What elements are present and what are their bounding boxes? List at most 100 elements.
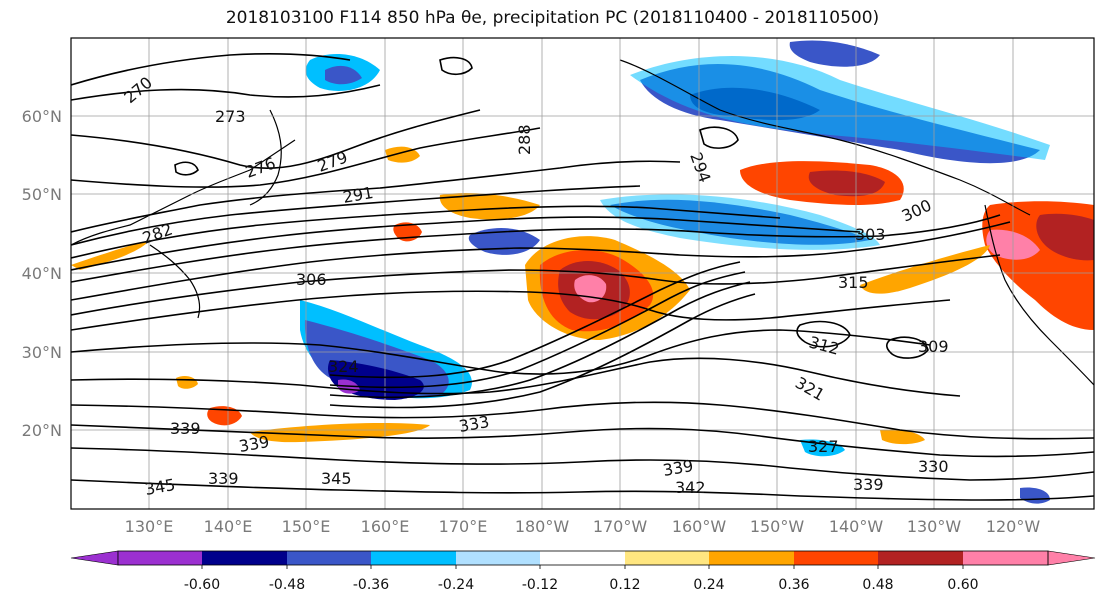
lat-label-40n: 40°N [22,264,62,283]
positive-anomaly-gulf-core [808,170,885,197]
contour-276 [71,109,481,170]
coastlines [71,59,1094,386]
contour-300 [71,221,1011,301]
positive-anomaly-north-b [439,193,540,220]
colorbar-cell [287,551,371,565]
positive-anomaly-westcoast-band [860,245,990,294]
contour-label-339-e: 339 [853,475,884,494]
contour-282 [71,160,681,233]
lon-label-140w: 140°W [829,517,884,536]
contour-291 [71,216,861,271]
contour-label-315: 315 [838,273,869,292]
lon-label-170e: 170°E [439,517,488,536]
lon-label-130e: 130°E [125,517,174,536]
negative-anomaly-south [800,439,845,457]
colorbar-cell [202,551,287,565]
contour-339 [71,447,1094,481]
colorbar-cell [794,551,878,565]
contour-279 [71,127,541,188]
colorbar-cell [709,551,794,565]
contour-jet-a [329,261,741,379]
longitude-labels: 130°E 140°E 150°E 160°E 170°E 180°W 170°… [125,517,1041,536]
colorbar-cells [70,550,1096,566]
lon-label-140e: 140°E [204,517,253,536]
contour-label-324: 324 [328,357,359,376]
colorbar-tick-label: 0.36 [778,577,809,593]
contour-label-288: 288 [515,124,534,155]
contour-jet-c [329,281,751,399]
colorbar-extend-max [1047,550,1096,566]
contour-label-303: 303 [855,225,886,244]
contour-label-309: 309 [918,337,949,356]
lon-label-160e: 160°E [361,517,410,536]
lon-label-160w: 160°W [672,517,727,536]
lon-label-120w: 120°W [986,517,1041,536]
coast-alaska [619,59,1031,216]
lon-label-130w: 130°W [907,517,962,536]
contour-312 [71,329,931,375]
colorbar-tick-label: 0.60 [947,577,978,593]
colorbar-tick-label: 0.48 [862,577,893,593]
contour-321 [71,357,961,397]
contour-closed-b [886,336,929,359]
precipitation-shading [71,40,1094,504]
colorbar-ticks: -0.60 -0.48 -0.36 -0.24 -0.12 0.12 0.24 … [184,565,979,593]
contour-327 [71,401,1094,440]
contour-label-345-b: 345 [321,469,352,488]
negative-anomaly-bering [789,40,880,67]
theta-e-contours [71,53,1094,501]
contour-closed-d [439,56,473,76]
colorbar-tick-label: -0.24 [438,577,474,593]
negative-anomaly-okhotsk-core [325,65,362,85]
negative-anomaly-alaska-halo [630,56,1050,160]
contour-285 [71,185,641,246]
colorbar-cell [540,551,625,565]
contour-label-330: 330 [918,457,949,476]
coast-asia [71,139,296,246]
colorbar-tick-label: -0.12 [522,577,558,593]
colorbar-cell [963,551,1048,565]
contour-label-339-a: 339 [170,419,201,438]
contour-294 [71,214,1001,283]
contour-closed-c [174,161,199,176]
colorbar: -0.60 -0.48 -0.36 -0.24 -0.12 0.12 0.24 … [70,550,1096,593]
lat-label-20n: 20°N [22,421,62,440]
lon-label-170w: 170°W [593,517,648,536]
plot-frame [70,37,1095,510]
contour-303 [71,254,1001,316]
contour-270 [71,53,351,86]
contour-jet-b [329,271,746,389]
contour-label-339-c: 339 [208,469,239,488]
contour-288 [71,205,781,259]
colorbar-cell [118,551,202,565]
contour-333 [71,424,1094,458]
contour-label-273: 273 [215,107,246,126]
lon-label-180w: 180°W [515,517,570,536]
positive-anomaly-japan [71,240,150,270]
colorbar-extend-min [70,550,119,566]
coast-northamerica [984,204,1094,386]
lat-label-30n: 30°N [22,343,62,362]
contour-label-327: 327 [808,437,839,456]
latitude-labels: 60°N 50°N 40°N 30°N 20°N [22,107,62,440]
lat-label-60n: 60°N [22,107,62,126]
colorbar-cell [456,551,540,565]
colorbar-cell [371,551,456,565]
colorbar-outline [117,550,1049,566]
colorbar-tick-label: 0.12 [609,577,640,593]
lon-label-150e: 150°E [282,517,331,536]
positive-anomaly-hawaii [880,429,925,445]
contour-273 [71,84,381,101]
colorbar-cell [625,551,709,565]
colorbar-tick-label: 0.24 [693,577,724,593]
contour-label-342: 342 [675,478,706,497]
colorbar-tick-label: -0.60 [184,577,220,593]
contour-closed-e [699,126,739,149]
coast-kamchatka [249,109,282,206]
positive-anomaly-westcoast-core [1036,213,1094,261]
colorbar-cell [878,551,963,565]
lat-label-50n: 50°N [22,185,62,204]
graticule [71,38,1094,509]
colorbar-tick-label: -0.36 [353,577,389,593]
